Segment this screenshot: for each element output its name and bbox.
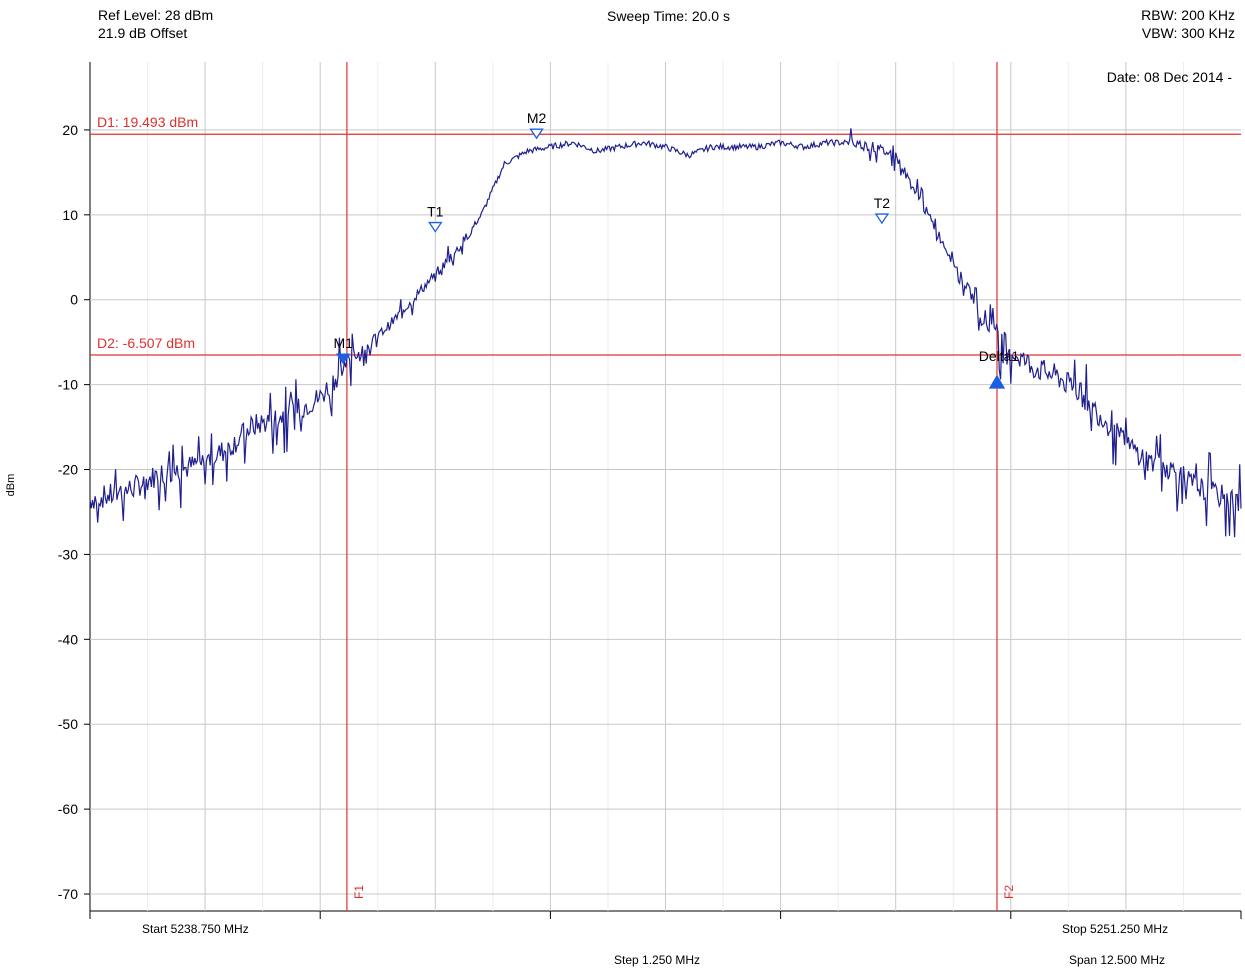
span-frequency: Span 12.500 MHz <box>1069 953 1166 967</box>
marker-triangle <box>874 213 890 225</box>
y-axis-label: dBm <box>5 474 17 497</box>
marker-label: M1 <box>333 335 353 351</box>
offset: 21.9 dB Offset <box>98 25 188 41</box>
vbw: VBW: 300 KHz <box>1141 25 1235 41</box>
y-tick-label: 20 <box>62 122 78 138</box>
step-frequency: Step 1.250 MHz <box>614 953 701 967</box>
y-tick-label: -30 <box>58 546 78 562</box>
ref-level: Ref Level: 28 dBm <box>98 7 214 23</box>
y-tick-label: -60 <box>58 801 78 817</box>
trace-line <box>89 128 1242 538</box>
display-line-label: D1: 19.493 dBm <box>97 114 198 130</box>
y-tick-label: -40 <box>58 631 78 647</box>
marker-label: M2 <box>527 110 547 126</box>
markers: M1 M2 T1 T2 Delta1 <box>333 110 1020 389</box>
y-tick-label: -10 <box>58 377 78 393</box>
marker-triangle <box>336 353 351 365</box>
marker-label: Delta1 <box>979 348 1020 364</box>
stop-frequency: Stop 5251.250 MHz <box>1062 922 1169 936</box>
marker-triangle <box>988 374 1006 389</box>
rbw: RBW: 200 KHz <box>1141 7 1235 23</box>
display-line-label: D2: -6.507 dBm <box>97 335 195 351</box>
marker-label: T2 <box>874 195 891 211</box>
frequency-line-label: F1 <box>352 885 366 899</box>
grid <box>89 62 1241 912</box>
x-axis <box>89 911 1242 919</box>
y-tick-label: -20 <box>58 462 78 478</box>
marker-label: T1 <box>427 204 444 220</box>
y-tick-label: 10 <box>62 207 78 223</box>
start-frequency: Start 5238.750 MHz <box>142 922 249 936</box>
frequency-line-label: F2 <box>1002 885 1016 899</box>
marker-triangle <box>428 221 443 233</box>
marker-triangle <box>529 128 544 140</box>
reference-lines: D1: 19.493 dBm D2: -6.507 dBm F1 F2 <box>90 62 1241 911</box>
date-label: Date: 08 Dec 2014 - <box>1107 69 1233 85</box>
y-tick-label: -70 <box>58 886 78 902</box>
sweep-time: Sweep Time: 20.0 s <box>607 8 730 24</box>
y-tick-label: -50 <box>58 716 78 732</box>
y-tick-label: 0 <box>70 292 78 308</box>
y-axis: 20 10 0 -10 -20 -30 -40 -50 -60 -70 <box>58 122 90 902</box>
